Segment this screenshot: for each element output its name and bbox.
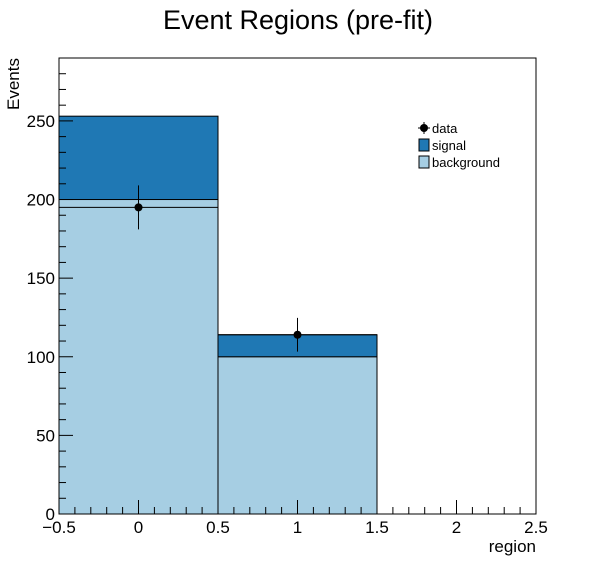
- x-tick-label: 0: [134, 518, 143, 537]
- x-axis: −0.5 0 0.5 1 1.5 2 2.5: [42, 500, 548, 537]
- y-axis: 0 50 100 150 200 250: [27, 57, 73, 524]
- x-tick-label: 2.5: [524, 518, 548, 537]
- y-tick-label: 200: [27, 191, 55, 210]
- background-bar-0: [58, 199, 219, 515]
- data-point-1: [293, 330, 302, 339]
- x-tick-label: 2: [452, 518, 461, 537]
- legend-background-swatch: [418, 155, 430, 169]
- y-tick-label: 250: [27, 112, 55, 131]
- data-point-0: [134, 203, 143, 212]
- legend-data-label: data: [432, 121, 458, 136]
- y-tick-label: 150: [27, 269, 55, 288]
- legend: data signal background: [418, 121, 500, 170]
- y-tick-label: 100: [27, 348, 55, 367]
- background-bar-1: [217, 356, 378, 515]
- bars-layer: [58, 115, 378, 515]
- legend-background-label: background: [432, 155, 500, 170]
- x-tick-label: −0.5: [42, 518, 76, 537]
- x-tick-label: 1: [293, 518, 302, 537]
- y-tick-label: 50: [36, 426, 55, 445]
- legend-data-marker: [420, 124, 428, 132]
- x-tick-label: 1.5: [365, 518, 389, 537]
- y-axis-label: Events: [4, 58, 23, 110]
- x-tick-label: 0.5: [206, 518, 230, 537]
- data-points-layer: [59, 185, 377, 352]
- chart-title: Event Regions (pre-fit): [163, 5, 433, 35]
- x-axis-label: region: [489, 537, 536, 556]
- legend-signal-swatch: [418, 138, 430, 152]
- legend-signal-label: signal: [432, 138, 466, 153]
- y-tick-label: 0: [46, 505, 55, 524]
